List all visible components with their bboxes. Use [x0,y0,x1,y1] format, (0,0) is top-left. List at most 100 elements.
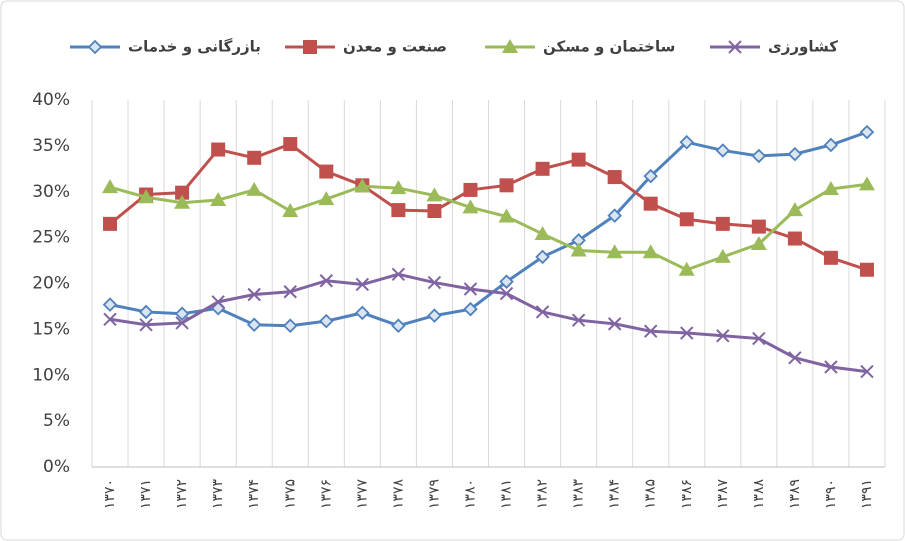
point [319,164,334,179]
x-tick-label: ۱۳۹۱ [859,479,875,509]
x-tick-label: ۱۳۷۹ [426,479,442,509]
point [643,324,658,338]
x-tick-label: ۱۳۷۴ [246,479,262,509]
point [175,185,190,200]
point [282,203,299,218]
point [427,308,442,323]
x-tick-label: ۱۳۷۰ [102,479,118,509]
point [247,287,261,302]
point [390,180,407,195]
x-tick-label: ۱۳۷۶ [318,479,334,509]
point [715,143,731,158]
x-tick-label: ۱۳۸۸ [751,479,767,510]
point [426,187,443,202]
point [571,313,586,327]
point [427,204,442,219]
point [355,277,370,292]
point [643,196,658,211]
y-tick-label: 30% [32,182,70,202]
point [463,301,478,317]
point [678,261,695,276]
x-tick-label: ۱۳۸۷ [715,479,731,510]
point [210,192,227,207]
point [246,181,263,196]
point [211,142,226,157]
point [463,282,478,296]
point [354,178,371,193]
point [535,161,550,176]
point [606,244,623,259]
point [607,317,622,331]
point [174,194,191,209]
point [319,274,334,288]
y-tick-label: 25% [32,228,70,248]
point [463,182,478,197]
point [823,250,838,265]
series [103,267,874,379]
point [607,170,622,185]
point [103,216,118,231]
point [679,134,695,150]
y-tick-label: 0% [43,457,70,477]
point [174,306,190,322]
point [716,329,730,343]
point [498,208,515,223]
point [751,219,766,234]
point [750,236,767,251]
y-tick-label: 40% [32,90,70,110]
x-tick-label: ۱۳۷۱ [138,479,154,509]
x-tick-label: ۱۳۸۶ [679,479,695,509]
point [499,274,514,289]
legend-label: بازرگانی و خدمات [128,38,261,56]
point [391,318,406,333]
point [860,364,874,379]
x-tick-label: ۱۳۸۰ [462,479,478,509]
point [139,318,153,332]
point [679,212,694,227]
point [858,176,875,191]
point [391,267,406,282]
point [823,137,839,153]
x-tick-label: ۱۳۹۰ [823,479,839,509]
point [427,275,442,290]
legend-label: صنعت و معدن [343,38,447,56]
series-line [109,272,868,374]
x-tick-label: ۱۳۷۷ [354,479,370,510]
series-line [109,182,868,272]
point [534,225,551,240]
point [211,295,225,309]
point [571,152,586,167]
point [859,262,874,277]
point [138,304,154,320]
point [247,150,262,165]
y-tick-label: 15% [32,319,70,339]
point [824,360,838,374]
point [462,199,479,214]
x-tick-label: ۱۳۸۵ [643,479,659,509]
point [499,286,514,301]
point [355,305,370,321]
point [787,146,803,162]
point [714,248,731,263]
point [752,331,766,346]
point [283,137,298,152]
x-tick-label: ۱۳۸۲ [535,479,551,509]
point [535,249,550,265]
point [715,216,730,231]
legend-label: ساختمان و مسکن [543,38,675,56]
legend-marker [728,40,742,54]
point [319,313,334,329]
point [499,178,514,193]
point [175,316,189,330]
point [788,351,802,365]
series [103,137,874,277]
point [859,124,875,140]
series [102,176,875,276]
point [643,168,658,184]
x-tick-label: ۱۳۷۳ [210,479,226,510]
legend-label: کشاورزی [768,38,838,56]
point [642,244,659,259]
x-tick-label: ۱۳۷۸ [390,479,406,510]
series-line [109,130,868,328]
